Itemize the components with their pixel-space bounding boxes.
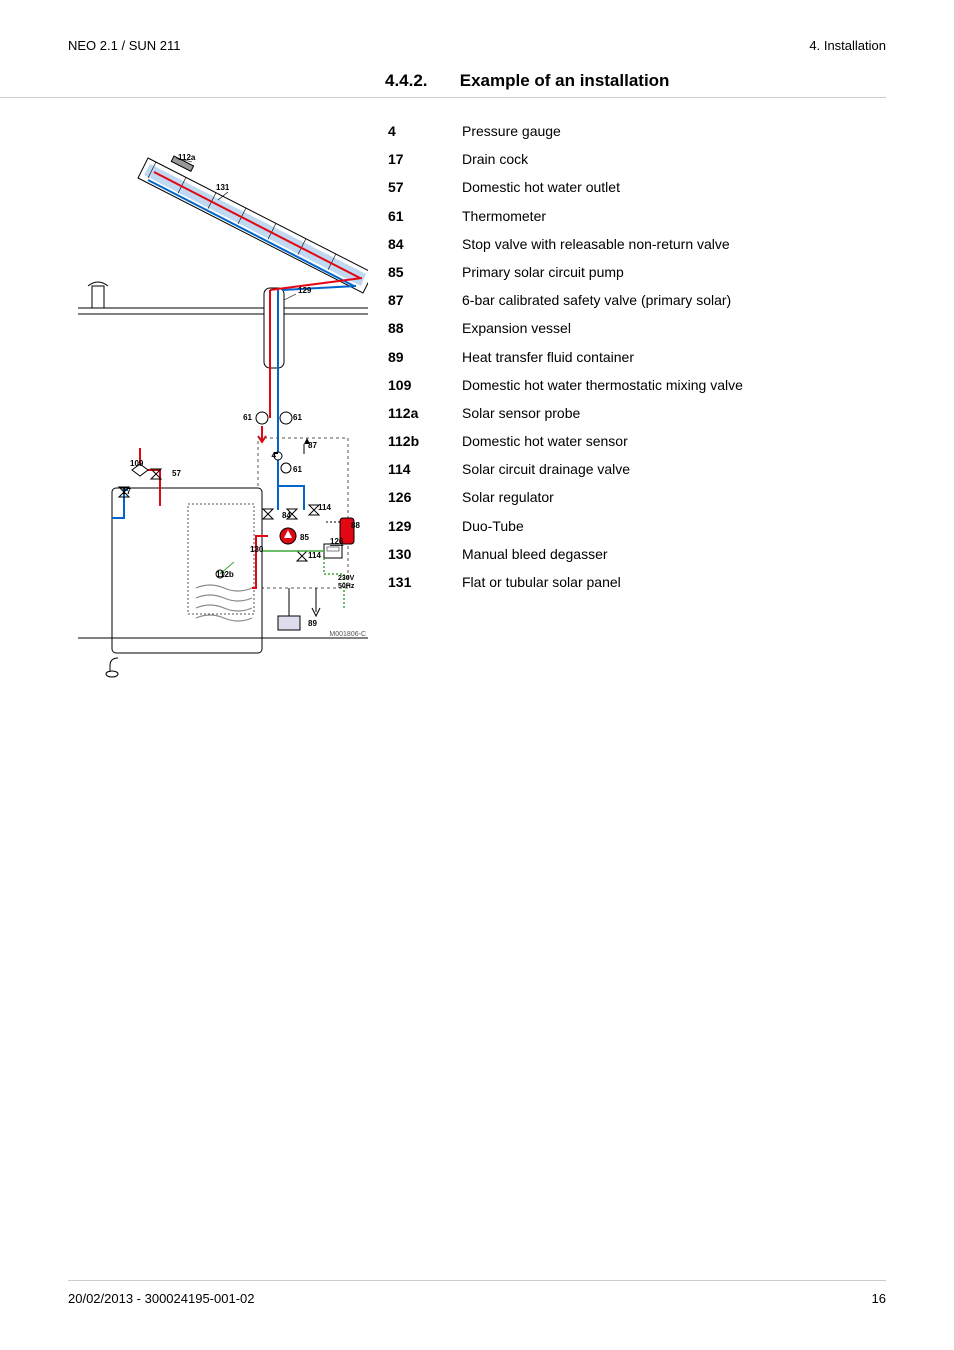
legend-value: Flat or tubular solar panel — [462, 573, 886, 591]
svg-text:129: 129 — [298, 286, 312, 295]
svg-text:84: 84 — [282, 511, 291, 520]
legend-value: Solar sensor probe — [462, 404, 886, 422]
legend-row: 876-bar calibrated safety valve (primary… — [388, 291, 886, 309]
legend-key: 129 — [388, 517, 462, 535]
svg-text:4: 4 — [272, 451, 277, 460]
svg-text:57: 57 — [172, 469, 181, 478]
section-heading: 4.4.2. Example of an installation — [0, 53, 886, 98]
legend-key: 109 — [388, 376, 462, 394]
legend-value: Manual bleed degasser — [462, 545, 886, 563]
legend-value: Drain cock — [462, 150, 886, 168]
legend-row: 129Duo-Tube — [388, 517, 886, 535]
legend-row: 112aSolar sensor probe — [388, 404, 886, 422]
svg-text:230V50Hz: 230V50Hz — [338, 575, 355, 590]
legend-list: 4Pressure gauge17Drain cock57Domestic ho… — [388, 118, 886, 601]
legend-value: 6-bar calibrated safety valve (primary s… — [462, 291, 886, 309]
legend-row: 4Pressure gauge — [388, 122, 886, 140]
legend-key: 84 — [388, 235, 462, 253]
svg-text:131: 131 — [216, 183, 230, 192]
svg-text:89: 89 — [308, 619, 317, 628]
header-left: NEO 2.1 / SUN 211 — [68, 38, 180, 53]
svg-text:112b: 112b — [216, 570, 234, 579]
legend-value: Expansion vessel — [462, 319, 886, 337]
svg-text:61: 61 — [293, 465, 302, 474]
legend-row: 84Stop valve with releasable non-return … — [388, 235, 886, 253]
legend-row: 57Domestic hot water outlet — [388, 178, 886, 196]
legend-value: Solar regulator — [462, 488, 886, 506]
svg-text:M001806-C: M001806-C — [329, 631, 366, 638]
legend-key: 85 — [388, 263, 462, 281]
legend-row: 85Primary solar circuit pump — [388, 263, 886, 281]
legend-value: Pressure gauge — [462, 122, 886, 140]
legend-key: 130 — [388, 545, 462, 563]
legend-key: 4 — [388, 122, 462, 140]
svg-text:88: 88 — [351, 521, 360, 530]
legend-value: Duo-Tube — [462, 517, 886, 535]
legend-row: 114Solar circuit drainage valve — [388, 460, 886, 478]
svg-text:114: 114 — [318, 503, 331, 512]
installation-diagram: M001806-C230V50Hz112a1311296161874611095… — [68, 118, 368, 703]
legend-row: 130Manual bleed degasser — [388, 545, 886, 563]
header-right: 4. Installation — [809, 38, 886, 53]
legend-key: 17 — [388, 150, 462, 168]
legend-row: 17Drain cock — [388, 150, 886, 168]
legend-value: Domestic hot water sensor — [462, 432, 886, 450]
svg-text:126: 126 — [330, 537, 344, 546]
legend-value: Thermometer — [462, 207, 886, 225]
legend-row: 112bDomestic hot water sensor — [388, 432, 886, 450]
svg-text:61: 61 — [293, 413, 302, 422]
section-title: Example of an installation — [460, 71, 670, 90]
svg-text:130: 130 — [250, 545, 264, 554]
page-header: NEO 2.1 / SUN 211 4. Installation — [0, 0, 954, 53]
legend-value: Solar circuit drainage valve — [462, 460, 886, 478]
legend-value: Stop valve with releasable non-return va… — [462, 235, 886, 253]
svg-text:17: 17 — [122, 487, 131, 496]
footer-left: 20/02/2013 - 300024195-001-02 — [68, 1291, 255, 1306]
legend-row: 61Thermometer — [388, 207, 886, 225]
footer-right: 16 — [872, 1291, 886, 1306]
legend-key: 87 — [388, 291, 462, 309]
legend-key: 131 — [388, 573, 462, 591]
section-number: 4.4.2. — [385, 71, 455, 91]
legend-row: 88Expansion vessel — [388, 319, 886, 337]
svg-text:109: 109 — [130, 459, 144, 468]
page-footer: 20/02/2013 - 300024195-001-02 16 — [68, 1280, 886, 1306]
legend-row: 89Heat transfer fluid container — [388, 348, 886, 366]
legend-value: Primary solar circuit pump — [462, 263, 886, 281]
legend-key: 88 — [388, 319, 462, 337]
legend-key: 126 — [388, 488, 462, 506]
legend-row: 131Flat or tubular solar panel — [388, 573, 886, 591]
legend-key: 112a — [388, 404, 462, 422]
svg-text:85: 85 — [300, 533, 309, 542]
legend-key: 114 — [388, 460, 462, 478]
content-row: M001806-C 230V50Hz 112a 131 129 61 61 87 4 61 109 5… — [0, 118, 954, 703]
legend-value: Domestic hot water outlet — [462, 178, 886, 196]
legend-row: 126Solar regulator — [388, 488, 886, 506]
legend-key: 112b — [388, 432, 462, 450]
legend-key: 61 — [388, 207, 462, 225]
legend-key: 57 — [388, 178, 462, 196]
svg-text:114: 114 — [308, 551, 321, 560]
legend-value: Heat transfer fluid container — [462, 348, 886, 366]
svg-text:61: 61 — [243, 413, 252, 422]
legend-row: 109Domestic hot water thermostatic mixin… — [388, 376, 886, 394]
legend-key: 89 — [388, 348, 462, 366]
legend-value: Domestic hot water thermostatic mixing v… — [462, 376, 886, 394]
svg-text:87: 87 — [308, 441, 317, 450]
